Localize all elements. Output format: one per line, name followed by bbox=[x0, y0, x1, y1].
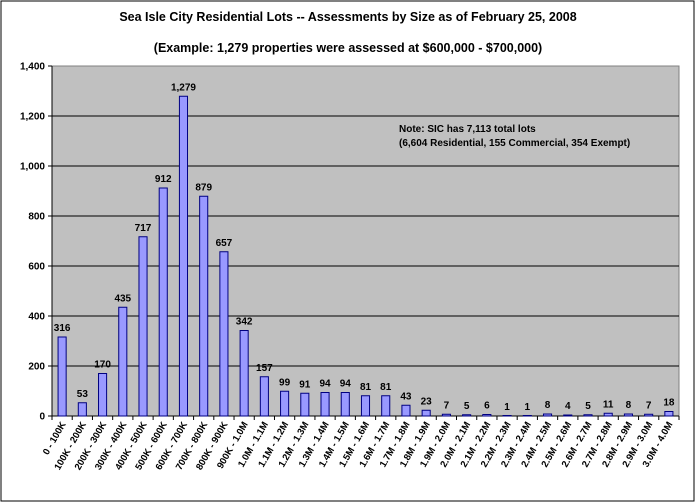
bar bbox=[259, 376, 269, 417]
bar-data-label: 4 bbox=[565, 401, 571, 412]
bar-data-label: 7 bbox=[444, 400, 450, 411]
bar bbox=[57, 336, 67, 417]
bar-data-label: 316 bbox=[54, 323, 71, 334]
bar-data-label: 1 bbox=[525, 402, 531, 413]
bar bbox=[482, 414, 492, 417]
bar bbox=[158, 187, 168, 417]
bar-data-label: 657 bbox=[216, 238, 233, 249]
bar bbox=[502, 415, 512, 417]
bar bbox=[360, 395, 371, 417]
bar bbox=[118, 306, 128, 417]
y-tick-label: 400 bbox=[28, 312, 45, 323]
bars bbox=[57, 95, 674, 417]
bar-data-label: 342 bbox=[236, 317, 253, 328]
bar bbox=[381, 395, 391, 417]
bar bbox=[542, 413, 553, 417]
bar-data-label: 43 bbox=[400, 391, 412, 402]
y-tick-label: 1,200 bbox=[20, 112, 45, 123]
y-tick-label: 1,400 bbox=[20, 62, 45, 73]
bar bbox=[583, 414, 593, 417]
bar-data-label: 81 bbox=[360, 382, 372, 393]
bar-data-label: 170 bbox=[94, 360, 111, 371]
bar-data-label: 912 bbox=[155, 174, 172, 185]
bar bbox=[280, 390, 290, 417]
bar-data-label: 81 bbox=[380, 382, 392, 393]
plot-area bbox=[51, 65, 680, 417]
bar bbox=[300, 392, 310, 417]
bar-data-label: 11 bbox=[603, 399, 614, 410]
bar-data-label: 5 bbox=[464, 401, 470, 412]
bar-data-label: 8 bbox=[545, 400, 551, 411]
bar-data-label: 18 bbox=[663, 398, 675, 409]
bar-data-label: 5 bbox=[585, 401, 591, 412]
bar bbox=[77, 402, 87, 417]
bar bbox=[563, 414, 573, 417]
bar-data-label: 157 bbox=[256, 363, 273, 374]
chart-title: Sea Isle City Residential Lots -- Assess… bbox=[119, 10, 576, 24]
bar-data-label: 91 bbox=[299, 379, 311, 390]
bar bbox=[320, 392, 330, 417]
chart-subtitle: (Example: 1,279 properties were assessed… bbox=[154, 41, 542, 55]
bar bbox=[219, 251, 229, 417]
bar bbox=[178, 95, 189, 417]
y-tick-label: 1,000 bbox=[20, 162, 45, 173]
bar bbox=[401, 404, 411, 417]
bar bbox=[441, 413, 451, 417]
bar-data-label: 879 bbox=[195, 182, 212, 193]
bar bbox=[623, 413, 633, 417]
bar-data-label: 435 bbox=[114, 293, 131, 304]
y-tick-label: 800 bbox=[28, 212, 45, 223]
y-tick-label: 0 bbox=[39, 412, 45, 423]
bar-data-label: 94 bbox=[340, 379, 352, 390]
note-annotation-line-1: Note: SIC has 7,113 total lots bbox=[399, 124, 536, 135]
gridlines bbox=[52, 115, 679, 367]
y-tick-label: 200 bbox=[28, 362, 45, 373]
bar-data-label: 23 bbox=[421, 396, 433, 407]
bar bbox=[421, 409, 431, 417]
bar bbox=[239, 330, 249, 417]
bar bbox=[340, 392, 350, 417]
bar-data-label: 94 bbox=[319, 379, 331, 390]
bar-data-label: 8 bbox=[626, 400, 632, 411]
bar bbox=[138, 236, 148, 417]
bar bbox=[199, 195, 209, 417]
bar-data-label: 7 bbox=[646, 400, 652, 411]
note-annotation-line-2: (6,604 Residential, 155 Commercial, 354 … bbox=[399, 138, 630, 149]
bar bbox=[98, 373, 108, 417]
bar-data-label: 99 bbox=[279, 377, 291, 388]
y-tick-label: 600 bbox=[28, 262, 45, 273]
bar bbox=[644, 413, 654, 417]
bar bbox=[462, 414, 472, 417]
bar-data-label: 6 bbox=[484, 401, 490, 412]
bar-data-label: 1 bbox=[504, 402, 510, 413]
bar bbox=[522, 415, 532, 417]
bar bbox=[603, 412, 613, 417]
bar-data-label: 53 bbox=[77, 389, 89, 400]
bar bbox=[664, 411, 674, 417]
bar-data-label: 1,279 bbox=[171, 82, 196, 93]
bar-data-label: 717 bbox=[135, 223, 152, 234]
